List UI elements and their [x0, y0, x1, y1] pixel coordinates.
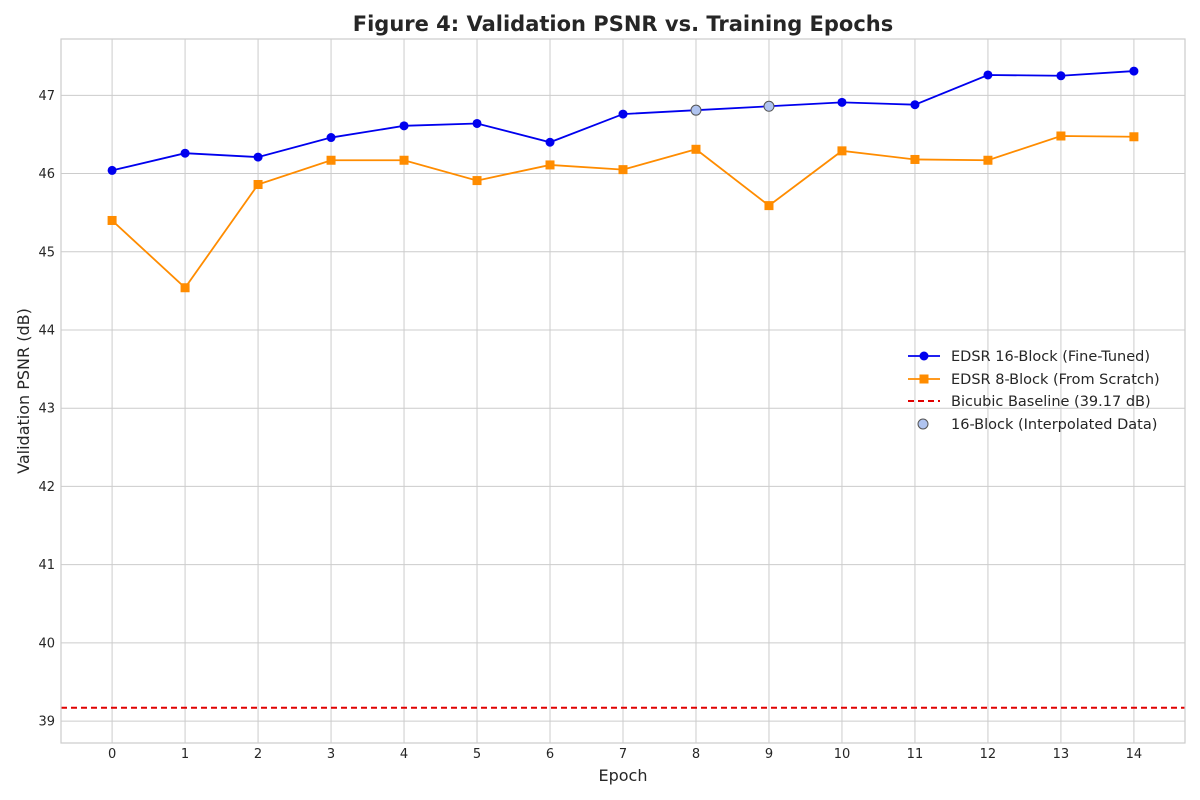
legend-marker-interpolated: [917, 418, 929, 430]
x-tick-label: 6: [546, 747, 554, 762]
y-tick-label: 39: [38, 715, 55, 730]
series-2-point: [326, 155, 336, 165]
series-1-point: [618, 109, 628, 119]
x-tick-label: 9: [765, 747, 773, 762]
series-group: [107, 66, 1139, 293]
x-tick-label: 1: [181, 747, 189, 762]
legend-marker-series-2: [919, 374, 929, 384]
legend-label-baseline: Bicubic Baseline (39.17 dB): [951, 394, 1151, 410]
series-1-point: [326, 133, 336, 143]
series-1-point: [180, 148, 190, 158]
series-2-point: [764, 201, 774, 211]
legend: EDSR 16-Block (Fine-Tuned) EDSR 8-Block (…: [908, 349, 1160, 433]
x-tick-label: 4: [400, 747, 408, 762]
x-axis-label: Epoch: [599, 766, 648, 785]
y-tick-label: 46: [38, 167, 55, 182]
series-1-point: [837, 97, 847, 107]
y-tick-label: 40: [38, 636, 55, 651]
series-1-point: [107, 165, 117, 175]
y-tick-label: 41: [38, 558, 55, 573]
interpolated-point: [763, 100, 775, 112]
x-tick-label: 5: [473, 747, 481, 762]
y-axis-label: Validation PSNR (dB): [14, 308, 33, 474]
x-tick-label: 8: [692, 747, 700, 762]
series-1-point: [1056, 71, 1066, 81]
series-2-point: [1129, 132, 1139, 142]
interpolated-point: [690, 104, 702, 116]
x-tick-label: 10: [834, 747, 851, 762]
grid: [61, 39, 1185, 743]
y-tick-label: 45: [38, 245, 55, 260]
legend-marker-series-1: [919, 351, 929, 361]
y-tick-label: 44: [38, 323, 55, 338]
legend-label-series-2: EDSR 8-Block (From Scratch): [951, 372, 1160, 388]
y-tick-label: 42: [38, 480, 55, 495]
series-1-point: [472, 118, 482, 128]
series-1-point: [910, 100, 920, 110]
y-tick-label: 47: [38, 89, 55, 104]
series-2-point: [399, 155, 409, 165]
series-1-point: [253, 152, 263, 162]
x-tick-label: 12: [980, 747, 997, 762]
series-2-point: [472, 176, 482, 186]
series-2-point: [1056, 131, 1066, 141]
plot-frame: [60, 38, 1186, 744]
chart-title: Figure 4: Validation PSNR vs. Training E…: [353, 12, 894, 36]
x-tick-label: 11: [907, 747, 924, 762]
x-tick-label: 7: [619, 747, 627, 762]
series-2-point: [253, 179, 263, 189]
y-tick-label: 43: [38, 402, 55, 417]
x-tick-labels: 0 1 2 3 4 5 6 7 8 9 10 11 12 13 14: [108, 747, 1142, 762]
series-1-point: [399, 121, 409, 131]
y-tick-labels: 39 40 41 42 43 44 45 46 47: [38, 89, 55, 730]
x-tick-label: 3: [327, 747, 335, 762]
series-2-point: [983, 155, 993, 165]
series-2-point: [837, 146, 847, 156]
series-1-point: [545, 137, 555, 147]
series-2-point: [691, 144, 701, 154]
legend-label-interpolated: 16-Block (Interpolated Data): [951, 417, 1157, 433]
series-2-point: [107, 215, 117, 225]
series-2-point: [618, 165, 628, 175]
series-1-point: [983, 70, 993, 80]
legend-label-series-1: EDSR 16-Block (Fine-Tuned): [951, 349, 1150, 365]
series-1-point: [1129, 66, 1139, 76]
series-2-point: [910, 154, 920, 164]
x-tick-label: 13: [1053, 747, 1070, 762]
series-2-point: [545, 160, 555, 170]
x-tick-label: 2: [254, 747, 262, 762]
x-tick-label: 14: [1126, 747, 1143, 762]
x-tick-label: 0: [108, 747, 116, 762]
series-2-point: [180, 283, 190, 293]
